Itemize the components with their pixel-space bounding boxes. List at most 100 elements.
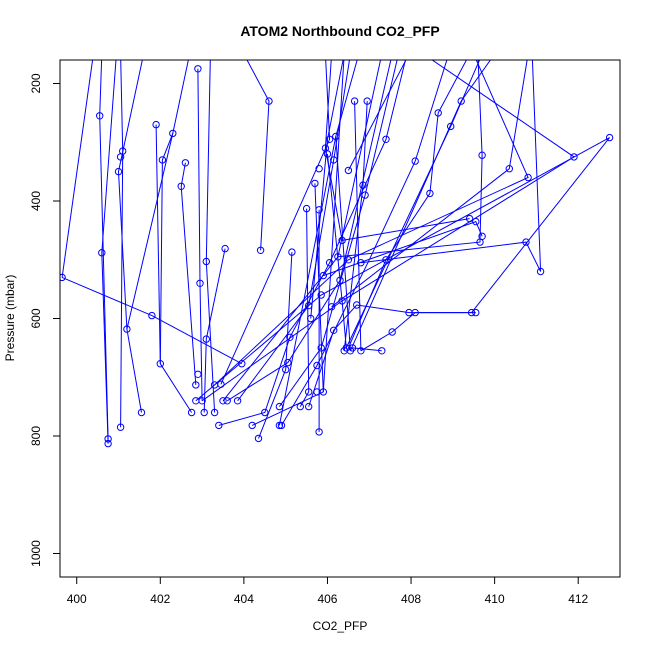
data-point	[305, 402, 313, 411]
data-point	[465, 214, 474, 223]
data-point	[524, 173, 532, 182]
data-point	[325, 259, 334, 267]
data-point	[411, 308, 419, 317]
data-point	[177, 182, 185, 191]
profile-line	[220, 60, 331, 385]
data-point	[148, 311, 156, 320]
data-point	[99, 51, 105, 57]
profile-line	[61, 60, 94, 278]
data-point	[123, 325, 131, 333]
data-point	[200, 408, 208, 417]
y-tick-label: 1000	[29, 540, 43, 567]
data-point	[238, 360, 246, 368]
profile-line	[331, 60, 528, 308]
data-point	[215, 421, 223, 430]
profile-line	[99, 60, 109, 439]
data-point	[198, 397, 206, 405]
data-point	[457, 97, 465, 105]
data-points	[60, 51, 614, 448]
x-tick-label: 400	[67, 592, 87, 606]
data-point	[388, 328, 396, 336]
data-point	[411, 157, 419, 165]
data-point	[327, 303, 336, 311]
data-point	[361, 191, 369, 199]
data-point	[317, 291, 325, 299]
profile-line	[203, 248, 226, 413]
y-tick-label: 800	[29, 426, 43, 446]
data-point	[265, 97, 273, 105]
data-point	[319, 271, 327, 280]
data-point	[505, 165, 513, 173]
data-point	[447, 122, 455, 131]
data-point	[114, 167, 123, 176]
profile-line	[324, 60, 470, 241]
data-point	[305, 301, 313, 310]
data-point	[256, 246, 265, 255]
data-point	[288, 248, 296, 256]
profile-line	[258, 252, 293, 439]
data-point	[137, 408, 146, 417]
data-point	[194, 370, 202, 378]
x-tick-label: 410	[485, 592, 505, 606]
data-point	[472, 308, 480, 317]
data-point	[156, 360, 165, 368]
data-point	[261, 408, 269, 417]
profile-line	[347, 60, 407, 171]
data-point	[96, 112, 104, 120]
data-point	[472, 217, 480, 226]
x-tick-label: 412	[568, 592, 588, 606]
data-point	[434, 109, 442, 117]
data-point	[282, 365, 290, 374]
data-point	[98, 249, 106, 257]
profile-line	[222, 60, 382, 402]
data-point	[332, 132, 340, 141]
data-point	[181, 159, 190, 167]
data-point	[426, 189, 434, 198]
data-point	[60, 273, 66, 282]
data-point	[307, 314, 315, 323]
data-point	[357, 347, 365, 355]
data-point	[187, 408, 196, 417]
profile-line	[101, 60, 117, 444]
data-point	[315, 428, 323, 436]
profile-line	[205, 60, 216, 413]
y-tick-label: 200	[29, 73, 43, 93]
plot-frame	[59, 59, 621, 578]
chart-title: ATOM2 Northbound CO2_PFP	[240, 23, 439, 39]
data-point	[536, 267, 545, 276]
data-point	[192, 381, 200, 389]
axis-ticks: 400 402 404 406 408 410 412 200 400 600 800 1000	[29, 73, 589, 606]
data-point	[334, 253, 342, 261]
data-point	[305, 388, 313, 396]
profile-line	[159, 133, 193, 413]
data-point	[311, 179, 319, 188]
data-point	[330, 326, 338, 334]
data-point	[119, 147, 127, 155]
data-point	[353, 301, 361, 309]
data-point	[338, 297, 346, 305]
profile-line	[278, 60, 358, 426]
profile-line	[197, 68, 203, 401]
profile-line	[323, 220, 483, 277]
data-point	[570, 153, 578, 161]
profile-line	[352, 347, 382, 352]
data-point	[202, 335, 211, 343]
data-point	[248, 421, 256, 430]
data-point	[210, 408, 219, 417]
data-point	[315, 165, 323, 173]
data-point	[605, 133, 614, 142]
data-lines	[61, 60, 610, 444]
data-point	[478, 151, 486, 159]
profile-line	[61, 276, 243, 365]
y-tick-label: 600	[29, 308, 43, 328]
data-point	[169, 129, 177, 138]
data-point	[336, 276, 344, 284]
data-point	[363, 97, 371, 105]
data-point	[104, 439, 112, 448]
data-point	[116, 423, 125, 431]
data-point	[359, 181, 367, 189]
data-point	[196, 279, 204, 287]
profile-line	[180, 162, 197, 385]
data-point	[357, 259, 365, 267]
